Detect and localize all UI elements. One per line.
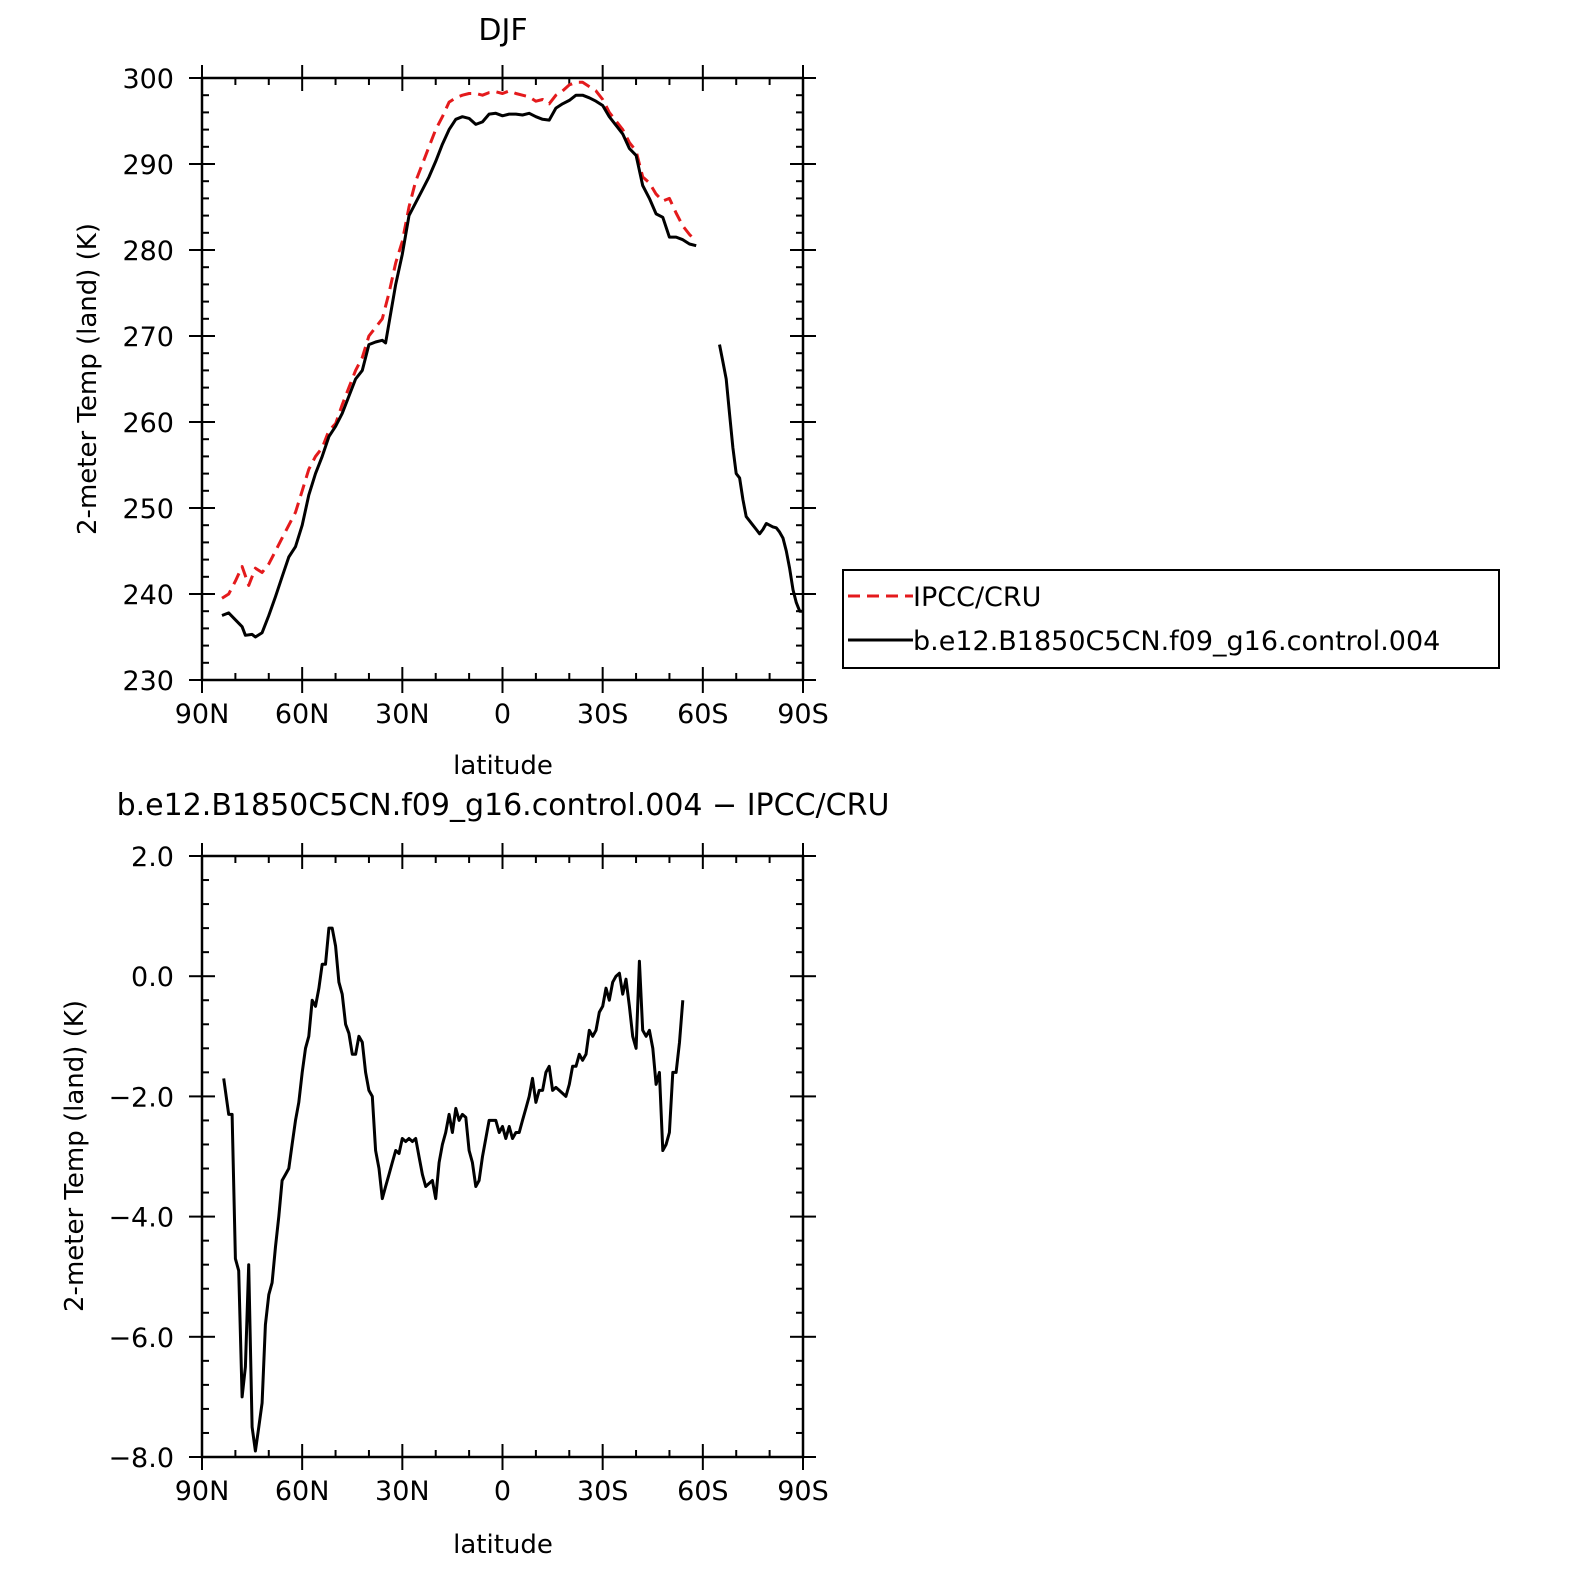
legend-label-model: b.e12.B1850C5CN.f09_g16.control.004: [913, 626, 1440, 657]
y-tick-label: −2.0: [108, 1082, 174, 1113]
x-tick-label: 90N: [175, 699, 230, 730]
y-tick-label: 0.0: [131, 962, 174, 993]
x-tick-label: 60N: [275, 699, 330, 730]
x-tick-label: 0: [494, 699, 511, 730]
x-tick-label: 30S: [577, 1476, 629, 1507]
y-tick-label: 280: [122, 236, 174, 267]
x-tick-label: 60S: [677, 1476, 729, 1507]
legend-box: [842, 569, 1500, 669]
y-tick-label: −4.0: [108, 1203, 174, 1234]
bottom-plot-frame: [200, 854, 805, 1459]
x-tick-label: 30S: [577, 699, 629, 730]
model-series-line: [221, 93, 803, 639]
x-tick-label: 60S: [677, 699, 729, 730]
top-plot-frame: [200, 76, 805, 682]
top-chart-panel: DJF 90N 60N 30N 0 30S 60S 90S 2302402502602702…: [73, 13, 829, 781]
x-tick-label: 90S: [777, 1476, 829, 1507]
y-tick-label: −8.0: [108, 1443, 174, 1474]
legend: IPCC/CRU b.e12.B1850C5CN.f09_g16.control…: [842, 569, 1500, 669]
bottom-x-tick-labels: 90N 60N 30N 0 30S 60S 90S: [175, 1476, 829, 1507]
top-y-axis-label: 2-meter Temp (land) (K): [73, 223, 103, 535]
top-y-tick-labels: 230 240 250 260 270 280 290 300: [122, 64, 174, 697]
bottom-chart-title: b.e12.B1850C5CN.f09_g16.control.004 − IP…: [117, 788, 890, 823]
x-tick-label: 90N: [175, 1476, 230, 1507]
top-chart-title: DJF: [478, 13, 527, 48]
bottom-x-axis-label: latitude: [453, 1530, 553, 1560]
y-tick-label: 2.0: [131, 842, 174, 873]
obs-series-line: [221, 80, 698, 600]
bottom-series-lines: [222, 926, 685, 1453]
top-axis-ticks: [189, 65, 816, 693]
top-x-axis-label: latitude: [453, 751, 553, 781]
legend-label-obs: IPCC/CRU: [913, 582, 1041, 613]
y-tick-label: 270: [122, 322, 174, 353]
x-tick-label: 30N: [375, 1476, 430, 1507]
y-tick-label: 290: [122, 150, 174, 181]
bottom-axis-ticks: [189, 843, 816, 1470]
y-tick-label: 260: [122, 408, 174, 439]
y-tick-label: 230: [122, 666, 174, 697]
bottom-y-tick-labels: 2.0 0.0 −2.0 −4.0 −6.0 −8.0: [108, 842, 174, 1474]
x-tick-label: 0: [494, 1476, 511, 1507]
top-x-tick-labels: 90N 60N 30N 0 30S 60S 90S: [175, 699, 829, 730]
x-tick-label: 60N: [275, 1476, 330, 1507]
model-series-line-difference: [222, 926, 685, 1453]
x-tick-label: 30N: [375, 699, 430, 730]
top-series-lines: [221, 80, 803, 639]
bottom-y-axis-label: 2-meter Temp (land) (K): [60, 1000, 90, 1312]
y-tick-label: 240: [122, 580, 174, 611]
bottom-chart-panel: b.e12.B1850C5CN.f09_g16.control.004 − IP…: [60, 788, 889, 1560]
y-tick-label: 250: [122, 494, 174, 525]
y-tick-label: 300: [122, 64, 174, 95]
y-tick-label: −6.0: [108, 1323, 174, 1354]
x-tick-label: 90S: [777, 699, 829, 730]
